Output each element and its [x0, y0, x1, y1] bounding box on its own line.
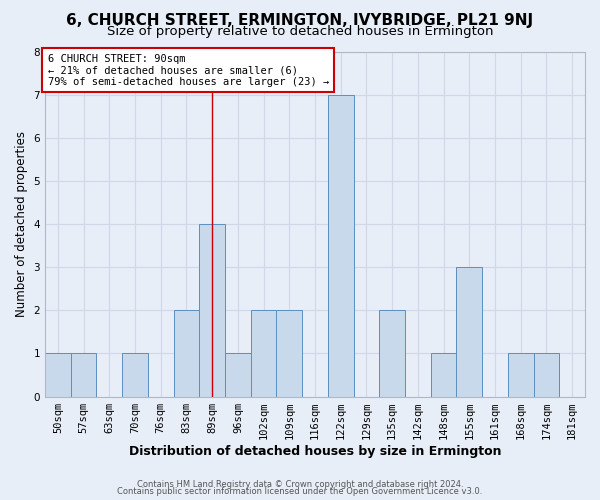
Y-axis label: Number of detached properties: Number of detached properties: [15, 131, 28, 317]
Bar: [199, 224, 225, 396]
Bar: [45, 354, 71, 397]
Bar: [71, 354, 97, 397]
X-axis label: Distribution of detached houses by size in Ermington: Distribution of detached houses by size …: [129, 444, 501, 458]
Bar: [379, 310, 405, 396]
Bar: [251, 310, 277, 396]
Bar: [173, 310, 199, 396]
Bar: [431, 354, 457, 397]
Text: 6, CHURCH STREET, ERMINGTON, IVYBRIDGE, PL21 9NJ: 6, CHURCH STREET, ERMINGTON, IVYBRIDGE, …: [67, 12, 533, 28]
Bar: [122, 354, 148, 397]
Bar: [225, 354, 251, 397]
Bar: [457, 267, 482, 396]
Bar: [533, 354, 559, 397]
Text: Contains public sector information licensed under the Open Government Licence v3: Contains public sector information licen…: [118, 487, 482, 496]
Text: 6 CHURCH STREET: 90sqm
← 21% of detached houses are smaller (6)
79% of semi-deta: 6 CHURCH STREET: 90sqm ← 21% of detached…: [47, 54, 329, 87]
Bar: [277, 310, 302, 396]
Text: Size of property relative to detached houses in Ermington: Size of property relative to detached ho…: [107, 25, 493, 38]
Text: Contains HM Land Registry data © Crown copyright and database right 2024.: Contains HM Land Registry data © Crown c…: [137, 480, 463, 489]
Bar: [508, 354, 533, 397]
Bar: [328, 94, 353, 397]
